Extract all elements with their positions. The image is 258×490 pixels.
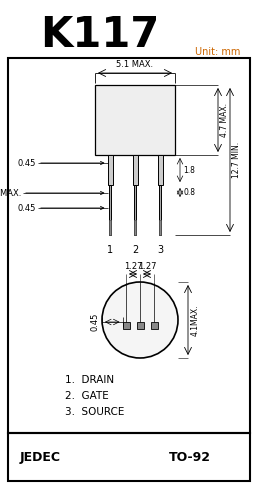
Text: 1.8: 1.8 [183, 166, 195, 174]
Bar [123, 321, 130, 328]
Bar [95, 85, 175, 155]
Bar [8, 433, 250, 481]
Bar [109, 220, 111, 235]
Bar [157, 155, 163, 185]
Text: 4.7 MAX.: 4.7 MAX. [220, 103, 229, 137]
Text: 1.27: 1.27 [138, 262, 156, 271]
Text: 4.1MAX.: 4.1MAX. [191, 304, 200, 336]
Bar [133, 155, 138, 185]
Bar [109, 185, 111, 235]
Text: 5.1 MAX.: 5.1 MAX. [116, 60, 154, 69]
Text: 0.8: 0.8 [183, 188, 195, 197]
Text: 1.  DRAIN: 1. DRAIN [65, 375, 114, 385]
Text: 3.  SOURCE: 3. SOURCE [65, 407, 124, 417]
Text: JEDEC: JEDEC [20, 450, 60, 464]
Text: K117: K117 [40, 14, 160, 56]
Text: 0.45: 0.45 [18, 158, 36, 168]
Bar [150, 321, 157, 328]
Bar [134, 185, 136, 235]
Bar [8, 58, 250, 433]
Text: 1: 1 [107, 245, 113, 255]
Bar [159, 185, 161, 235]
Text: 1.27: 1.27 [124, 262, 142, 271]
Bar [136, 321, 143, 328]
Text: 12.7 MIN.: 12.7 MIN. [232, 142, 241, 178]
Text: Unit: mm: Unit: mm [195, 47, 240, 57]
Text: TO-92: TO-92 [169, 450, 211, 464]
Circle shape [102, 282, 178, 358]
Bar [108, 155, 112, 185]
Text: 0.55 MAX.: 0.55 MAX. [0, 189, 21, 197]
Text: 3: 3 [157, 245, 163, 255]
Text: 0.45: 0.45 [18, 203, 36, 213]
Text: 2.  GATE: 2. GATE [65, 391, 109, 401]
Bar [159, 220, 161, 235]
Bar [134, 220, 136, 235]
Text: 2: 2 [132, 245, 138, 255]
Text: 0.45: 0.45 [90, 313, 99, 331]
